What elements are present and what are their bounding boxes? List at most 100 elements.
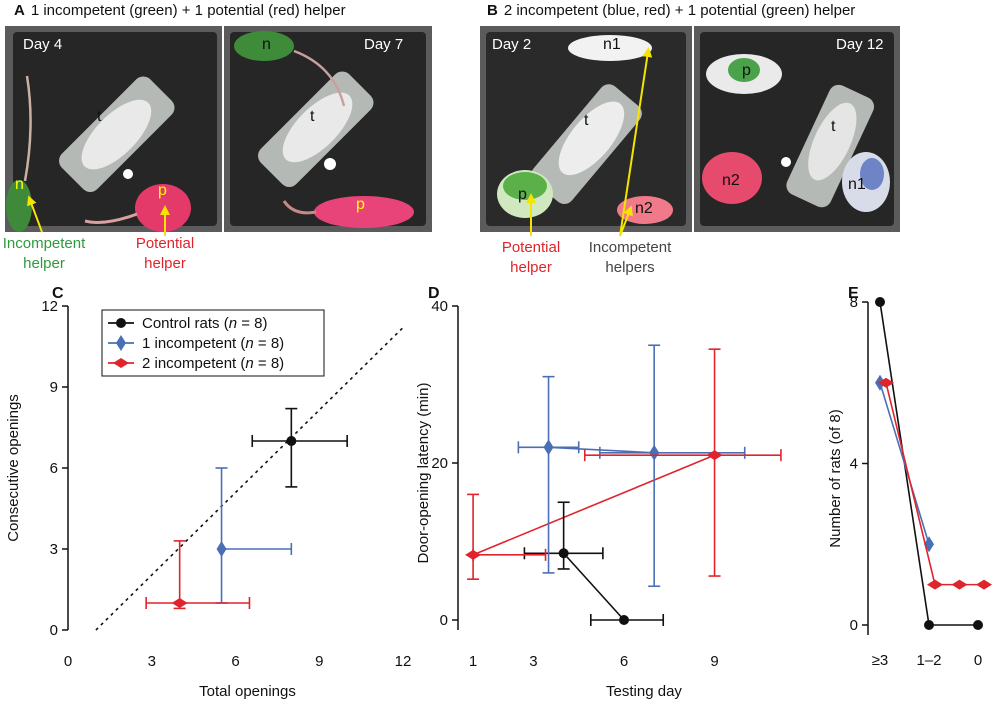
panel-b-title-text: 2 incompetent (blue, red) + 1 potential … xyxy=(503,2,856,19)
trapped-label: t xyxy=(584,112,589,129)
c-y-axis-label: Consecutive openings xyxy=(5,394,22,542)
legend-label-text: Control rats ( xyxy=(142,315,229,332)
e-line-two_incompetent xyxy=(885,382,984,586)
e-y-tick-label: 0 xyxy=(850,617,858,634)
c-y-tick-label: 9 xyxy=(50,379,58,396)
caption-line: Potential xyxy=(501,239,561,256)
c-point-two_incompetent xyxy=(171,598,188,608)
e-point-two_incompetent xyxy=(878,377,894,388)
panel-a-letter: A xyxy=(14,2,25,19)
n2-label: n2 xyxy=(635,200,653,217)
caption-line: helper xyxy=(23,255,65,272)
photo-b-day12: Day 12 t p n2 n1 xyxy=(694,26,900,232)
potential-label: p xyxy=(742,62,751,79)
arrow-n2-b xyxy=(619,205,633,237)
d-line-two_incompetent xyxy=(472,454,715,556)
caption-incompetent-b: Incompetent helpers xyxy=(582,238,678,278)
d-line-control xyxy=(563,552,625,621)
c-y-tick-label: 3 xyxy=(50,541,58,558)
d-x-tick-label: 9 xyxy=(710,653,718,670)
c-legend-marker-two_incompetent xyxy=(113,358,129,368)
photo-b-day2-illustration xyxy=(480,26,692,232)
caption-arrows xyxy=(27,47,653,237)
e-point-two_incompetent xyxy=(927,579,943,590)
chart-d: 0 20 40 1 3 6 9 Testing day Door-opening latency… xyxy=(415,298,782,700)
d-point-two_incompetent xyxy=(465,549,482,560)
photo-b-day2: Day 2 t n1 p n2 xyxy=(480,26,692,232)
caption-line: helper xyxy=(510,259,552,276)
photo-a-day7-label: Day 7 xyxy=(364,36,404,53)
d-line-one_incompetent xyxy=(548,446,655,454)
c-y-tick-label: 12 xyxy=(41,298,58,315)
caption-potential-a: Potential helper xyxy=(115,234,215,274)
trapped-label: t xyxy=(97,108,102,125)
c-identity-line xyxy=(95,327,404,631)
d-x-axis-label: Testing day xyxy=(606,683,682,700)
c-legend-marker-one_incompetent xyxy=(116,335,126,351)
caption-line: helpers xyxy=(605,259,655,276)
c-legend-box xyxy=(101,309,325,377)
d-point-control xyxy=(558,548,569,559)
chart-c: 0 3 6 9 12 0 3 6 9 12 Total openings Consecutive op… xyxy=(5,298,411,700)
c-y-tick-label: 6 xyxy=(50,460,58,477)
photo-a-day7-illustration xyxy=(224,26,432,232)
e-y-tick-label: 4 xyxy=(850,456,858,473)
n2-label: n2 xyxy=(722,172,740,189)
caption-incompetent-a: Incompetent helper xyxy=(2,234,86,274)
d-point-one_incompetent xyxy=(543,439,554,456)
e-point-control xyxy=(924,620,934,630)
legend-n-value: = 8) xyxy=(237,315,267,332)
c-legend-label-two_incompetent: 2 incompetent (n = 8) xyxy=(142,355,284,372)
photo-b-day12-label: Day 12 xyxy=(836,36,884,53)
potential-label: p xyxy=(356,196,365,213)
c-point-control xyxy=(286,436,297,446)
potential-label: p xyxy=(518,186,527,203)
arrow-incompetent-a xyxy=(27,195,43,233)
caption-line: helper xyxy=(144,255,186,272)
n1-label: n1 xyxy=(603,36,621,53)
incompetent-label: n xyxy=(15,176,24,193)
panel-e-letter: E xyxy=(848,285,859,302)
d-y-axis-label: Door-opening latency (min) xyxy=(415,383,432,564)
caption-line: Incompetent xyxy=(588,239,672,256)
legend-n-value: = 8) xyxy=(254,335,284,352)
e-point-two_incompetent xyxy=(951,579,968,590)
e-y-axis-label: Number of rats (of 8) xyxy=(827,409,844,547)
c-legend-label-one_incompetent: 1 incompetent (n = 8) xyxy=(142,335,284,352)
e-point-control xyxy=(973,620,983,630)
e-point-control xyxy=(875,297,885,307)
d-point-control xyxy=(619,615,629,625)
panel-a-title-text: 1 incompetent (green) + 1 potential (red… xyxy=(30,2,346,19)
c-point-one_incompetent xyxy=(216,541,227,557)
trapped-label: t xyxy=(831,118,836,135)
d-point-one_incompetent xyxy=(649,444,660,461)
c-x-tick-label: 0 xyxy=(64,653,72,670)
incompetent-label: n xyxy=(262,36,271,53)
panel-d-letter: D xyxy=(428,285,440,302)
c-legend-marker-control xyxy=(116,318,126,328)
c-x-tick-label: 12 xyxy=(395,653,412,670)
legend-label-text: 1 incompetent ( xyxy=(142,335,245,352)
caption-line: Incompetent xyxy=(2,235,86,252)
c-x-tick-label: 9 xyxy=(315,653,323,670)
legend-n-symbol: n xyxy=(245,335,253,352)
d-y-tick-label: 20 xyxy=(431,455,448,472)
d-y-tick-label: 0 xyxy=(440,612,448,629)
d-y-tick-label: 40 xyxy=(431,298,448,315)
photo-b-day2-label: Day 2 xyxy=(492,36,532,53)
caption-potential-b: Potential helper xyxy=(486,238,576,278)
d-x-tick-label: 1 xyxy=(469,653,477,670)
photo-a-day4-label: Day 4 xyxy=(23,36,63,53)
c-legend-label-control: Control rats (n = 8) xyxy=(142,315,267,332)
legend-n-symbol: n xyxy=(245,355,253,372)
c-x-tick-label: 3 xyxy=(148,653,156,670)
caption-line: Potential xyxy=(135,235,195,252)
photo-a-day7: Day 7 t p n xyxy=(224,26,432,232)
d-x-tick-label: 3 xyxy=(529,653,537,670)
chart-e: 0 4 8 ≥3 1–2 0 Number of rats (of 8) xyxy=(827,294,992,669)
c-y-tick-label: 0 xyxy=(50,622,58,639)
e-y-tick-label: 8 xyxy=(850,294,858,311)
e-x-tick-label: 1–2 xyxy=(916,652,941,669)
panel-c-letter: C xyxy=(52,285,64,302)
